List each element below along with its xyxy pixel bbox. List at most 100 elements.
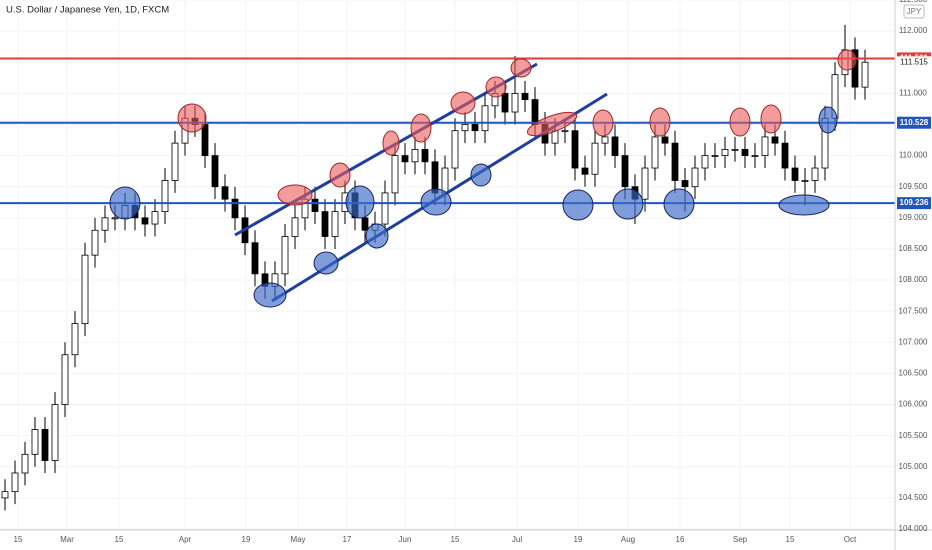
- candle-body: [281, 236, 289, 275]
- currency-box: [903, 4, 925, 19]
- candle-body: [51, 404, 59, 461]
- candle-body: [761, 136, 769, 156]
- candle-body: [381, 192, 389, 225]
- x-tick-label: Mar: [60, 535, 74, 544]
- candle-body: [521, 92, 529, 100]
- support-mark: [313, 251, 339, 275]
- candle-body: [111, 217, 119, 220]
- resistance-mark: [592, 109, 614, 137]
- y-tick-label: 107.500: [899, 306, 928, 315]
- candle-body: [651, 136, 659, 169]
- support-mark: [345, 185, 375, 219]
- candle-body: [31, 429, 39, 455]
- candle-body: [701, 155, 709, 169]
- candle-body: [81, 254, 89, 325]
- y-tick-label: 106.500: [899, 369, 928, 378]
- y-tick-label: 112.000: [899, 26, 928, 35]
- candle-body: [211, 155, 219, 188]
- candle-body: [471, 124, 479, 132]
- resistance-mark: [526, 111, 578, 137]
- resistance-mark: [760, 104, 782, 134]
- axes: 104.000 104.500 105.000 105.500 106.000 106.5…: [14, 0, 931, 544]
- y-tick-label: 110.000: [899, 151, 928, 160]
- x-tick-label: 15: [14, 535, 23, 544]
- resistance-mark: [729, 107, 751, 137]
- resistance-mark: [485, 76, 507, 98]
- x-tick-label: 16: [676, 535, 685, 544]
- candle-body: [741, 148, 749, 156]
- level-label: 110.528: [900, 118, 929, 127]
- candle-body: [171, 142, 179, 181]
- candle-body: [591, 142, 599, 175]
- grid: [0, 0, 895, 530]
- x-tick-label: Apr: [179, 535, 192, 544]
- support-mark: [420, 188, 452, 216]
- y-tick-label: 111.000: [899, 88, 927, 97]
- resistance-mark: [329, 162, 351, 188]
- candle-body: [251, 242, 259, 275]
- candle-body: [321, 211, 329, 237]
- y-tick-label: 106.000: [899, 400, 928, 409]
- y-tick-label: 104.500: [899, 493, 928, 502]
- candle-body: [291, 217, 299, 237]
- y-tick-label: 105.500: [899, 431, 928, 440]
- support-mark: [109, 186, 141, 220]
- candle-body: [151, 211, 159, 225]
- resistance-mark: [510, 58, 532, 78]
- resistance-mark: [450, 91, 476, 115]
- candle-body: [791, 167, 799, 181]
- chart-title: U.S. Dollar / Japanese Yen, 1D, FXCM: [6, 5, 169, 16]
- candle-body: [331, 211, 339, 237]
- candle-body: [91, 229, 99, 256]
- candle-body: [531, 99, 539, 125]
- candle-body: [861, 61, 869, 88]
- candle-body: [561, 130, 569, 133]
- resistance-mark: [649, 107, 671, 137]
- candle-body: [401, 155, 409, 163]
- support-mark: [562, 189, 594, 221]
- candle-body: [1, 491, 9, 499]
- support-mark: [778, 194, 830, 216]
- level-label-box: [897, 197, 931, 210]
- candle-body: [311, 198, 319, 212]
- x-tick-label: Jun: [399, 535, 412, 544]
- candle-body: [61, 354, 69, 405]
- x-tick-label: 19: [574, 535, 583, 544]
- candle-body: [41, 429, 49, 461]
- currency: JPY: [907, 7, 922, 16]
- candle-body: [21, 453, 29, 474]
- level-label-box: [897, 116, 931, 129]
- y-tick-label: 108.500: [899, 244, 928, 253]
- candle-body: [601, 136, 609, 144]
- resistance-mark: [277, 184, 313, 206]
- candle-body: [201, 124, 209, 156]
- x-tick-label: Sep: [733, 535, 748, 544]
- candle-body: [441, 167, 449, 194]
- support-mark: [470, 163, 492, 187]
- candle-body: [451, 130, 459, 169]
- last-price-label: 111.515: [900, 57, 928, 66]
- candle-body: [711, 155, 719, 157]
- candle-body: [161, 180, 169, 212]
- resistance-mark: [177, 103, 207, 133]
- x-tick-label: 19: [242, 535, 251, 544]
- candle-body: [611, 136, 619, 156]
- y-tick-label: 108.000: [899, 275, 928, 284]
- support-mark: [818, 106, 838, 134]
- x-tick-label: May: [290, 535, 305, 544]
- candle-body: [691, 167, 699, 188]
- y-tick-label: 104.000: [899, 524, 928, 533]
- candle-body: [571, 130, 579, 169]
- last-price-box: [897, 56, 931, 68]
- candle-body: [461, 124, 469, 132]
- candle-body: [731, 148, 739, 151]
- resistance-mark: [410, 113, 432, 143]
- annotations: [109, 49, 857, 308]
- support-mark: [663, 188, 695, 220]
- x-tick-label: Aug: [621, 535, 635, 544]
- candle-body: [421, 148, 429, 163]
- candle-body: [751, 155, 759, 157]
- candle-body: [801, 180, 809, 182]
- x-tick-label: Oct: [844, 535, 857, 544]
